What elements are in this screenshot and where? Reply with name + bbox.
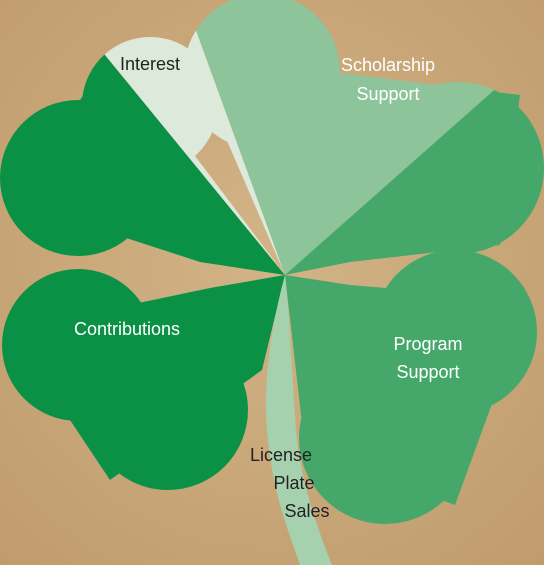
contributions-label: Contributions [74, 319, 180, 339]
interest-label: Interest [120, 54, 180, 74]
scholarship-label: Support [356, 84, 419, 104]
license-label: License [250, 445, 312, 465]
scholarship-label: Scholarship [341, 55, 435, 75]
license-label: Sales [284, 501, 329, 521]
interest-sector [60, 0, 285, 275]
program-label: Support [396, 362, 459, 382]
stem-sector [265, 275, 332, 565]
license-label: Plate [273, 473, 314, 493]
program-sector [285, 46, 544, 524]
program-label: Program [393, 334, 462, 354]
